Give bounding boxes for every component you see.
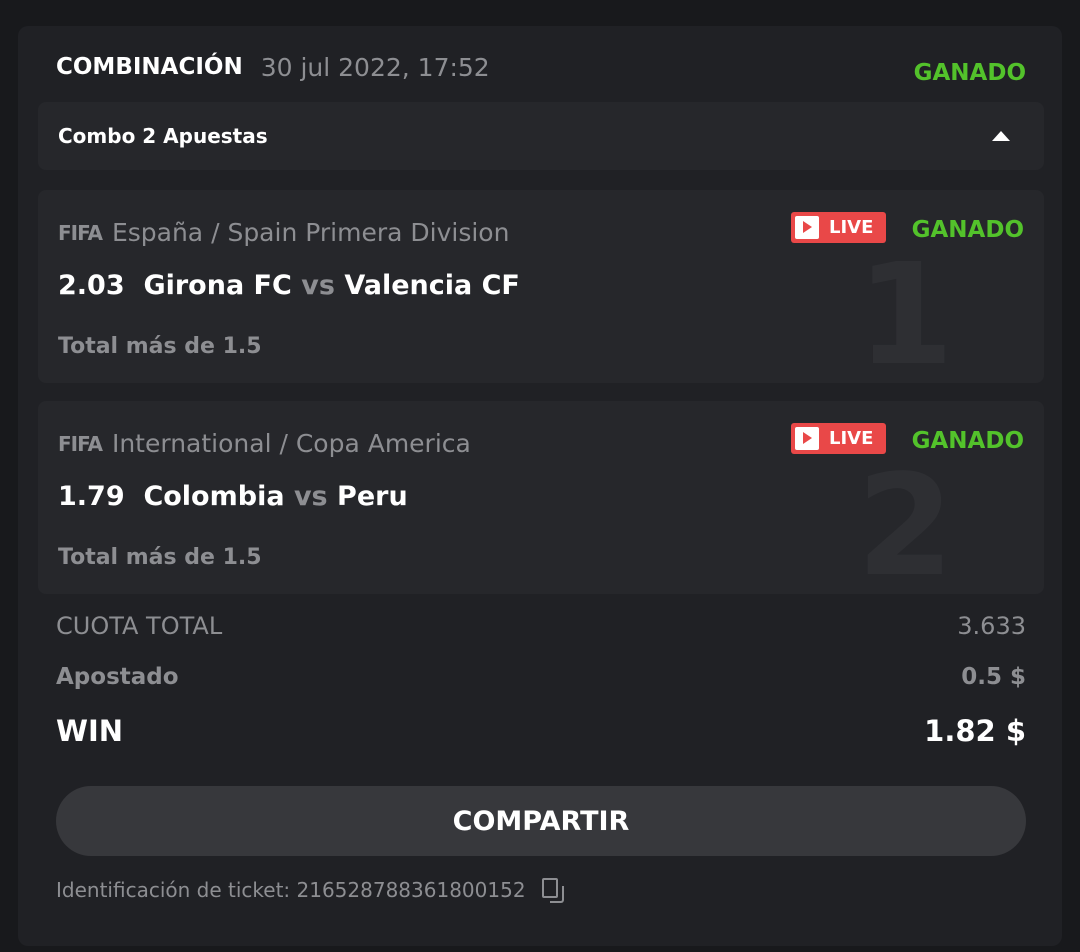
win-row: WIN 1.82 $ (56, 714, 1026, 748)
live-badge: LIVE (791, 212, 886, 243)
combo-toggle[interactable]: Combo 2 Apuestas (38, 102, 1044, 170)
odds: 1.79 (58, 481, 125, 512)
live-label: LIVE (829, 217, 874, 238)
home-team: Girona FC (143, 270, 292, 301)
bet-index: 2 (856, 445, 954, 595)
match-line: 1.79 Colombia vs Peru (58, 481, 408, 512)
league-name: España / Spain Primera Division (111, 218, 510, 247)
fifa-gamepad-icon: FIFA (58, 431, 103, 456)
play-icon (795, 427, 819, 450)
bet-status: GANADO (911, 217, 1024, 243)
bet-index: 1 (856, 234, 954, 384)
fifa-gamepad-icon: FIFA (58, 220, 103, 245)
ticket-id: Identificación de ticket: 21652878836180… (56, 878, 564, 903)
win-value: 1.82 $ (924, 714, 1026, 748)
bet-item: 1 FIFA España / Spain Primera Division LI… (38, 190, 1044, 383)
match-line: 2.03 Girona FC vs Valencia CF (58, 270, 520, 301)
live-badge: LIVE (791, 423, 886, 454)
stake-value: 0.5 $ (961, 664, 1026, 690)
bet-ticket-card: COMBINACIÓN 30 jul 2022, 17:52 GANADO Co… (18, 26, 1062, 946)
market: Total más de 1.5 (58, 334, 262, 359)
home-team: Colombia (143, 481, 285, 512)
stake-row: Apostado 0.5 $ (56, 664, 1026, 690)
win-label: WIN (56, 714, 124, 748)
odds: 2.03 (58, 270, 125, 301)
league-name: International / Copa America (111, 429, 471, 458)
vs: vs (293, 481, 328, 512)
away-team: Peru (337, 481, 408, 512)
status-badge: GANADO (913, 60, 1026, 86)
caret-up-icon (992, 131, 1010, 141)
bet-type-title: COMBINACIÓN (56, 54, 243, 80)
total-odds-row: CUOTA TOTAL 3.633 (56, 612, 1026, 640)
copy-icon[interactable] (541, 878, 564, 903)
vs: vs (301, 270, 335, 301)
away-team: Valencia CF (344, 270, 520, 301)
play-icon (795, 216, 819, 239)
ticket-id-text: Identificación de ticket: 21652878836180… (56, 878, 526, 902)
total-odds-label: CUOTA TOTAL (56, 612, 223, 640)
stake-label: Apostado (56, 664, 179, 690)
bet-item: 2 FIFA International / Copa America LIVE … (38, 401, 1044, 594)
live-label: LIVE (829, 428, 874, 449)
bet-date: 30 jul 2022, 17:52 (260, 52, 490, 82)
bet-status: GANADO (911, 428, 1024, 454)
combo-label: Combo 2 Apuestas (58, 124, 268, 148)
market: Total más de 1.5 (58, 545, 262, 570)
total-odds-value: 3.633 (957, 612, 1026, 640)
share-button[interactable]: COMPARTIR (56, 786, 1026, 856)
